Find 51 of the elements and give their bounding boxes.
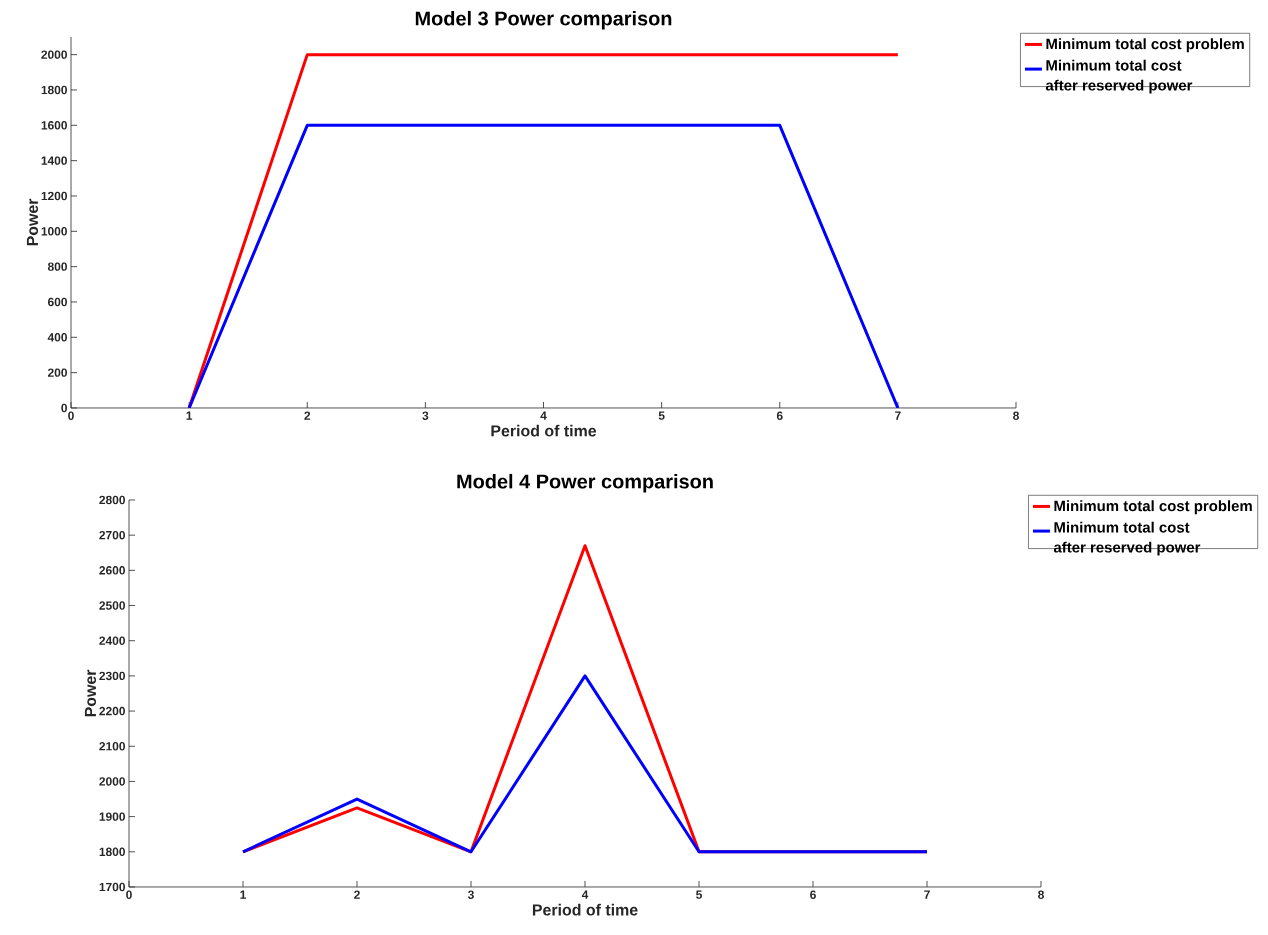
x-tick-label: 1 xyxy=(186,411,193,420)
x-tick-label: 7 xyxy=(895,411,901,420)
x-tick-label: 7 xyxy=(924,890,930,899)
x-tick-label: 3 xyxy=(422,411,429,420)
y-tick-label: 0 xyxy=(61,403,67,413)
y-tick-label: 2200 xyxy=(99,706,125,716)
legend-label: Minimum total cost after reserved power xyxy=(1053,521,1201,556)
y-tick-label: 1900 xyxy=(99,812,125,821)
x-tick-label: 4 xyxy=(540,411,547,420)
x-tick-label: 6 xyxy=(776,411,783,420)
chart-title: Model 3 Power comparison xyxy=(415,10,672,30)
x-tick-label: 0 xyxy=(68,411,74,420)
x-tick-label: 2 xyxy=(354,890,360,899)
legend-label: Minimum total cost after reserved power xyxy=(1045,59,1193,94)
y-tick-label: 1000 xyxy=(41,227,67,236)
legend-label: Minimum total cost problem xyxy=(1046,38,1244,53)
x-tick-label: 0 xyxy=(126,890,132,899)
y-axis-title: Power xyxy=(84,669,97,717)
y-tick-label: 1400 xyxy=(41,156,67,165)
y-tick-label: 1800 xyxy=(41,85,67,95)
x-tick-label: 8 xyxy=(1038,890,1044,899)
y-tick-label: 1200 xyxy=(41,191,67,201)
y-tick-label: 2800 xyxy=(99,495,125,505)
y-tick-label: 2400 xyxy=(99,636,125,645)
x-tick-label: 8 xyxy=(1013,411,1019,420)
y-tick-label: 200 xyxy=(47,368,67,377)
y-tick-label: 2300 xyxy=(99,671,125,681)
x-axis-title: Period of time xyxy=(532,903,638,916)
y-tick-label: 800 xyxy=(47,262,67,271)
y-tick-label: 1700 xyxy=(99,882,125,892)
x-tick-label: 5 xyxy=(658,411,665,420)
y-tick-label: 2500 xyxy=(99,601,125,610)
y-tick-label: 1600 xyxy=(41,121,67,130)
y-tick-label: 2600 xyxy=(99,566,125,575)
x-tick-label: 1 xyxy=(240,890,246,899)
y-tick-label: 2700 xyxy=(99,530,125,540)
y-tick-label: 2000 xyxy=(41,50,67,59)
x-tick-label: 6 xyxy=(810,890,816,899)
x-tick-label: 2 xyxy=(304,411,311,420)
x-axis-title: Period of time xyxy=(491,424,597,437)
chart-title: Model 4 Power comparison xyxy=(457,473,713,493)
x-tick-label: 4 xyxy=(581,890,589,899)
y-tick-label: 2100 xyxy=(99,742,125,751)
y-tick-label: 1800 xyxy=(99,847,125,857)
y-axis-title: Power xyxy=(26,198,39,246)
y-tick-label: 600 xyxy=(47,297,67,307)
y-tick-label: 400 xyxy=(47,333,67,342)
x-tick-label: 3 xyxy=(467,890,474,899)
legend-label: Minimum total cost problem xyxy=(1054,500,1252,515)
y-tick-label: 2000 xyxy=(99,777,125,786)
x-tick-label: 5 xyxy=(696,890,702,899)
